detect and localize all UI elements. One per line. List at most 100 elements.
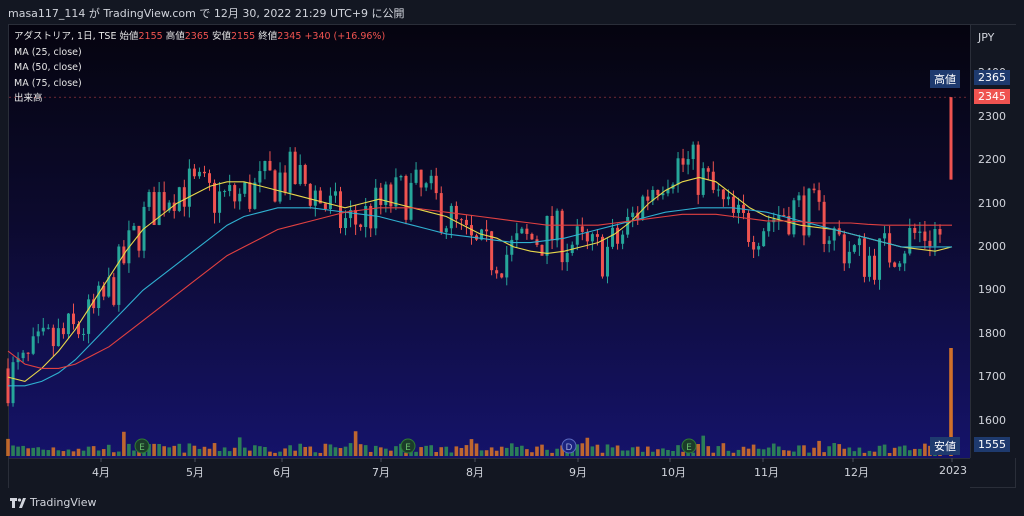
volume-bar (761, 449, 766, 456)
event-marker-label: E (686, 443, 692, 453)
candle-body (676, 158, 680, 185)
candle-body (162, 192, 166, 211)
legend-ma75[interactable]: MA (75, close) (14, 77, 82, 89)
legend-high-label: 高値 (165, 31, 185, 42)
candle-body (409, 182, 413, 220)
x-tick-label: 6月 (273, 466, 291, 479)
candle-body (631, 212, 635, 217)
candle-body (51, 327, 55, 347)
volume-bar (96, 450, 101, 456)
volume-bar (298, 443, 302, 456)
volume-bar (253, 445, 257, 456)
volume-bar (338, 448, 343, 456)
y-tick-label: 1600 (978, 413, 1006, 427)
legend-close-value: 2345 (277, 31, 302, 42)
volume-bar (358, 444, 363, 456)
volume-bar (31, 447, 35, 456)
candle-body (530, 233, 534, 240)
volume-bar (913, 448, 917, 456)
candle-body (92, 299, 96, 309)
volume-bar (625, 450, 630, 456)
candle-body (258, 171, 262, 183)
volume-bar (46, 450, 51, 456)
volume-bar (333, 447, 338, 456)
event-marker-label: E (405, 443, 411, 453)
candle-body (852, 245, 856, 252)
candle-body (681, 158, 685, 165)
volume-bar (671, 451, 675, 456)
candle-body (696, 144, 700, 195)
legend-ma25[interactable]: MA (25, close) (14, 46, 82, 58)
candle-body (338, 191, 342, 229)
volume-bar (479, 450, 484, 456)
candle-body (782, 215, 786, 217)
candle-body (278, 172, 282, 202)
volume-bar (162, 446, 166, 456)
candle-body (379, 187, 383, 205)
volume-bar (192, 445, 197, 456)
volume-bar (721, 443, 726, 456)
volume-bar (751, 444, 756, 456)
legend-change: +340 (+16.96%) (304, 31, 386, 42)
volume-bar (494, 450, 499, 456)
volume-bar (384, 448, 388, 456)
volume-bar (51, 447, 56, 456)
candle-body (308, 183, 312, 206)
candle-body (616, 227, 620, 244)
volume-bar (157, 443, 161, 456)
volume-bar (716, 446, 721, 456)
time-axis[interactable] (9, 458, 970, 488)
volume-bar (832, 443, 837, 456)
volume-bar (615, 445, 620, 456)
candle-body (827, 240, 831, 244)
candle-body (389, 184, 393, 207)
volume-bar (227, 451, 232, 456)
candle-body (600, 236, 604, 277)
candle-body (469, 225, 473, 236)
candle-body (862, 238, 866, 277)
volume-bar (439, 447, 444, 456)
candle-body (102, 285, 106, 297)
volume-bar (792, 451, 796, 456)
event-marker (561, 438, 577, 454)
volume-bar (122, 431, 126, 456)
volume-bar (278, 451, 282, 456)
volume-bar (273, 452, 277, 456)
last-candle-body (949, 97, 953, 180)
candle-body (112, 277, 116, 305)
volume-bar (812, 447, 816, 456)
candle-body (686, 159, 690, 165)
candle-body (923, 231, 927, 241)
last-volume-bar (949, 348, 953, 456)
legend-volume[interactable]: 出来高 (14, 93, 43, 104)
candle-body (177, 187, 181, 211)
volume-bar (167, 447, 172, 456)
volume-bar (504, 447, 509, 456)
volume-bar (207, 448, 212, 456)
volume-bar (172, 445, 177, 456)
x-tick-label: 4月 (92, 466, 110, 479)
candle-body (580, 226, 584, 232)
legend-symbol-row: アダストリア, 1日, TSE 始値2155 高値2365 安値2155 終値2… (14, 29, 385, 45)
volume-bar (268, 451, 272, 456)
candle-body (31, 336, 35, 354)
candle-body (56, 328, 60, 347)
volume-bar (872, 451, 877, 456)
footer-brand[interactable]: TradingView (10, 496, 96, 509)
candle-body (333, 191, 337, 196)
candle-body (11, 362, 15, 404)
candle-body (656, 189, 660, 196)
legend-ma50[interactable]: MA (50, close) (14, 62, 82, 73)
candle-body (429, 175, 433, 184)
x-tick-label: 9月 (569, 466, 587, 479)
volume-bar (857, 447, 862, 456)
candle-body (137, 225, 141, 251)
x-tick-label: 12月 (844, 466, 869, 479)
candle-body (439, 193, 443, 233)
volume-bar (394, 446, 398, 456)
candle-body (646, 196, 650, 201)
volume-bar (691, 452, 695, 456)
x-tick-label: 5月 (186, 466, 204, 479)
volume-bar (666, 449, 670, 456)
volume-bar (530, 452, 534, 456)
